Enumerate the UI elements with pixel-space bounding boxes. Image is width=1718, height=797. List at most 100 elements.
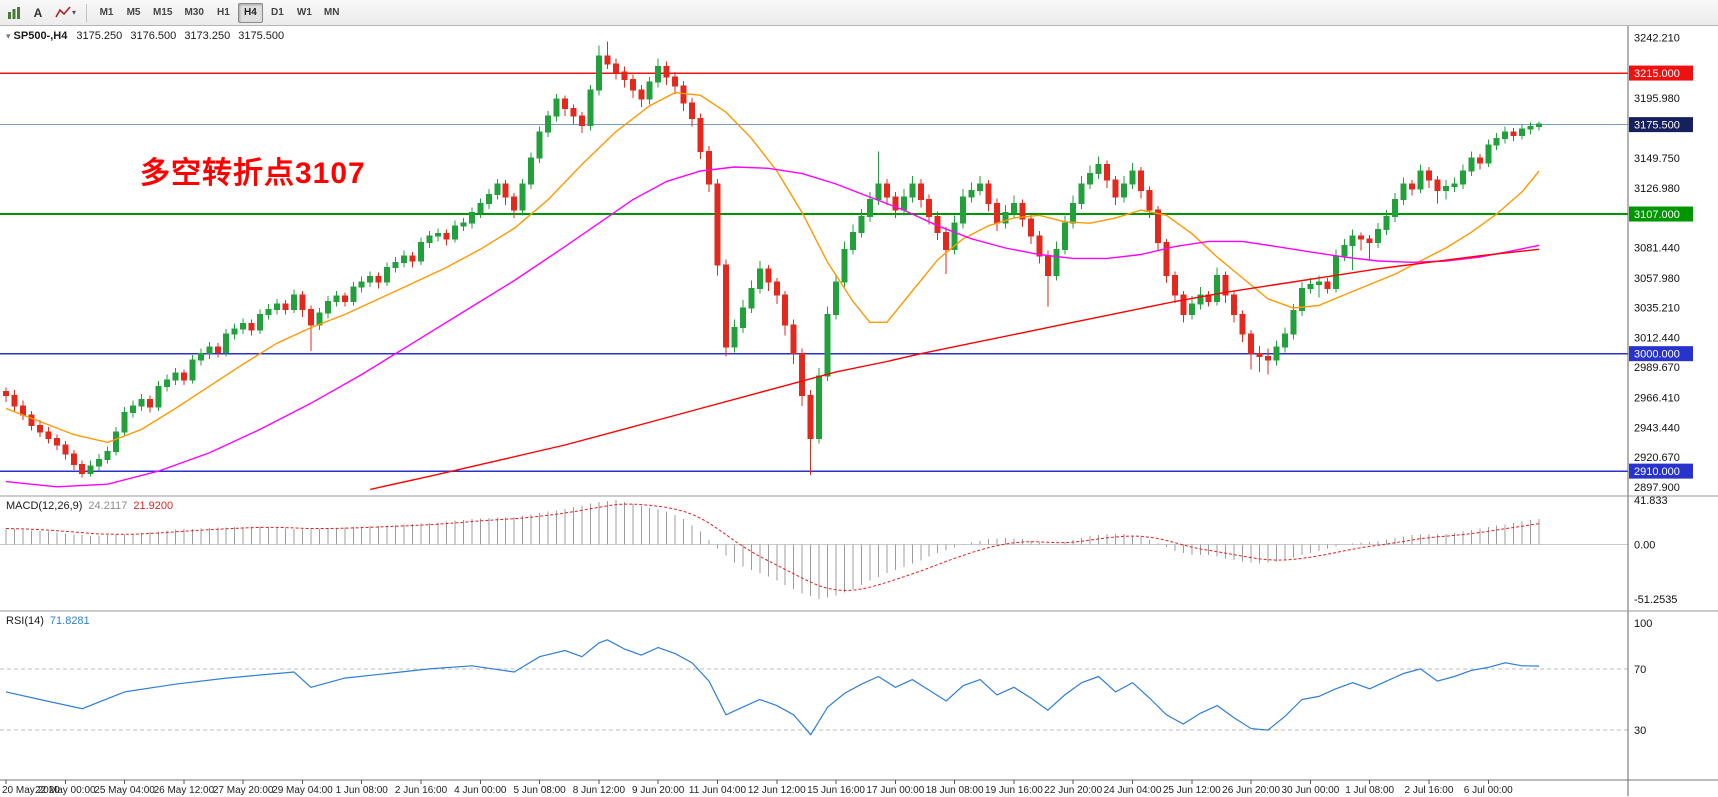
symbol-label: SP500-,H4 (13, 30, 68, 42)
svg-text:22 Jun 20:00: 22 Jun 20:00 (1044, 785, 1102, 796)
rsi-header: RSI(14) 71.8281 (6, 615, 90, 627)
svg-text:20 May 2020: 20 May 2020 (2, 785, 60, 796)
price-badge-3215.000 (1629, 65, 1693, 81)
ma-fast-orange (5, 91, 1540, 444)
svg-text:27 May 20:00: 27 May 20:00 (213, 785, 274, 796)
text-tool-button[interactable]: A (27, 3, 49, 23)
bar-chart-icon (8, 6, 20, 19)
macd-header: MACD(12,26,9) 24.2117 21.9200 (6, 500, 173, 512)
svg-text:-51.2535: -51.2535 (1634, 594, 1677, 606)
svg-text:15 Jun 16:00: 15 Jun 16:00 (807, 785, 865, 796)
timeframe-button-d1[interactable]: D1 (265, 3, 290, 23)
svg-text:2966.410: 2966.410 (1634, 393, 1680, 405)
svg-text:6 Jul 00:00: 6 Jul 00:00 (1464, 785, 1513, 796)
svg-text:24 Jun 04:00: 24 Jun 04:00 (1104, 785, 1162, 796)
svg-text:100: 100 (1634, 618, 1652, 630)
svg-text:17 Jun 00:00: 17 Jun 00:00 (866, 785, 924, 796)
svg-text:19 Jun 16:00: 19 Jun 16:00 (985, 785, 1043, 796)
svg-text:2920.670: 2920.670 (1634, 452, 1680, 464)
svg-text:2943.440: 2943.440 (1634, 422, 1680, 434)
symbol-ohlc-header: ▾ SP500-,H4 3175.250 3176.500 3173.250 31… (6, 30, 289, 42)
price-badge-3175.500 (1629, 117, 1693, 133)
svg-text:3149.750: 3149.750 (1634, 153, 1680, 165)
svg-text:2897.900: 2897.900 (1634, 482, 1680, 494)
zigzag-indicator-icon (55, 6, 71, 18)
rsi-line (5, 639, 1540, 736)
svg-text:1 Jul 08:00: 1 Jul 08:00 (1345, 785, 1394, 796)
svg-text:5 Jun 08:00: 5 Jun 08:00 (513, 785, 566, 796)
svg-text:8 Jun 12:00: 8 Jun 12:00 (573, 785, 626, 796)
timeframe-button-h4[interactable]: H4 (237, 2, 263, 23)
timeframe-button-m1[interactable]: M1 (94, 3, 119, 23)
timeframe-button-w1[interactable]: W1 (292, 3, 317, 23)
bar-chart-icon-button[interactable] (3, 3, 25, 23)
macd-signal-value: 21.9200 (133, 500, 174, 512)
svg-text:12 Jun 12:00: 12 Jun 12:00 (748, 785, 806, 796)
svg-text:11 Jun 04:00: 11 Jun 04:00 (689, 785, 747, 796)
svg-text:3081.440: 3081.440 (1634, 242, 1680, 254)
svg-text:70: 70 (1634, 664, 1646, 676)
svg-text:2910.000: 2910.000 (1634, 466, 1680, 478)
macd-signal-line (5, 503, 1540, 592)
timeframe-button-m5[interactable]: M5 (121, 3, 146, 23)
svg-text:3012.440: 3012.440 (1634, 332, 1680, 344)
svg-text:0.00: 0.00 (1634, 539, 1655, 551)
svg-text:22 May 00:00: 22 May 00:00 (35, 785, 96, 796)
svg-text:1 Jun 08:00: 1 Jun 08:00 (336, 785, 389, 796)
svg-text:3107.000: 3107.000 (1634, 209, 1680, 221)
rsi-pane[interactable] (0, 639, 1628, 736)
timeframe-button-m30[interactable]: M30 (179, 3, 208, 23)
svg-text:2 Jul 16:00: 2 Jul 16:00 (1404, 785, 1453, 796)
price-badge-2910.000 (1629, 463, 1693, 479)
rsi-value: 71.8281 (49, 615, 90, 627)
svg-text:2989.670: 2989.670 (1634, 362, 1680, 374)
rsi-label: RSI(14) (6, 615, 44, 627)
chart-area[interactable]: 3242.2103195.9803149.7503126.9803104.210… (0, 26, 1718, 796)
price-axis[interactable]: 3242.2103195.9803149.7503126.9803104.210… (1629, 33, 1693, 494)
chart-canvas[interactable]: 3242.2103195.9803149.7503126.9803104.210… (0, 26, 1718, 796)
svg-text:3000.000: 3000.000 (1634, 349, 1680, 361)
macd-value: 24.2117 (88, 500, 128, 512)
svg-text:3175.500: 3175.500 (1634, 120, 1680, 132)
indicator-tool-button[interactable]: ▾ (51, 3, 80, 23)
timeframe-button-h1[interactable]: H1 (211, 3, 236, 23)
svg-text:3242.210: 3242.210 (1634, 33, 1680, 45)
price-badge-3107.000 (1629, 206, 1693, 222)
low-value: 3173.250 (184, 30, 231, 42)
open-value: 3175.250 (76, 30, 123, 42)
svg-text:18 Jun 08:00: 18 Jun 08:00 (926, 785, 984, 796)
horizontal-level-lines[interactable] (0, 72, 1628, 472)
svg-text:2 Jun 16:00: 2 Jun 16:00 (395, 785, 448, 796)
price-badge-3000.000 (1629, 346, 1693, 362)
svg-text:25 Jun 12:00: 25 Jun 12:00 (1163, 785, 1221, 796)
timeframe-button-m15[interactable]: M15 (148, 3, 177, 23)
svg-text:3215.000: 3215.000 (1634, 68, 1680, 80)
timeframe-button-mn[interactable]: MN (319, 3, 345, 23)
candlestick-series[interactable] (3, 41, 1543, 478)
close-value: 3175.500 (238, 30, 285, 42)
toolbar: A ▾ M1 M5 M15 M30 H1 H4 D1 W1 MN (0, 0, 1718, 26)
ma-medium-magenta (5, 166, 1540, 488)
svg-text:25 May 04:00: 25 May 04:00 (94, 785, 155, 796)
svg-text:3035.210: 3035.210 (1634, 303, 1680, 315)
svg-text:26 Jun 20:00: 26 Jun 20:00 (1222, 785, 1280, 796)
svg-text:29 May 04:00: 29 May 04:00 (272, 785, 333, 796)
svg-text:4 Jun 00:00: 4 Jun 00:00 (454, 785, 507, 796)
svg-text:41.833: 41.833 (1634, 495, 1668, 507)
macd-label: MACD(12,26,9) (6, 500, 83, 512)
ma-slow-red (370, 248, 1540, 491)
indicator-axis-labels: 41.833 0.00 -51.2535 100 70 30 (1634, 495, 1677, 737)
svg-text:3126.980: 3126.980 (1634, 183, 1680, 195)
timeframe-group: M1 M5 M15 M30 H1 H4 D1 W1 MN (93, 2, 345, 23)
svg-text:3057.980: 3057.980 (1634, 273, 1680, 285)
collapse-indicator-icon: ▾ (6, 31, 11, 41)
svg-text:26 May 12:00: 26 May 12:00 (154, 785, 215, 796)
text-tool-icon: A (33, 5, 43, 20)
macd-pane[interactable] (0, 500, 1628, 600)
svg-text:3195.980: 3195.980 (1634, 93, 1680, 105)
annotation-text-3107[interactable]: 多空转折点3107 (140, 157, 366, 190)
svg-text:9 Jun 20:00: 9 Jun 20:00 (632, 785, 685, 796)
svg-text:30: 30 (1634, 725, 1646, 737)
